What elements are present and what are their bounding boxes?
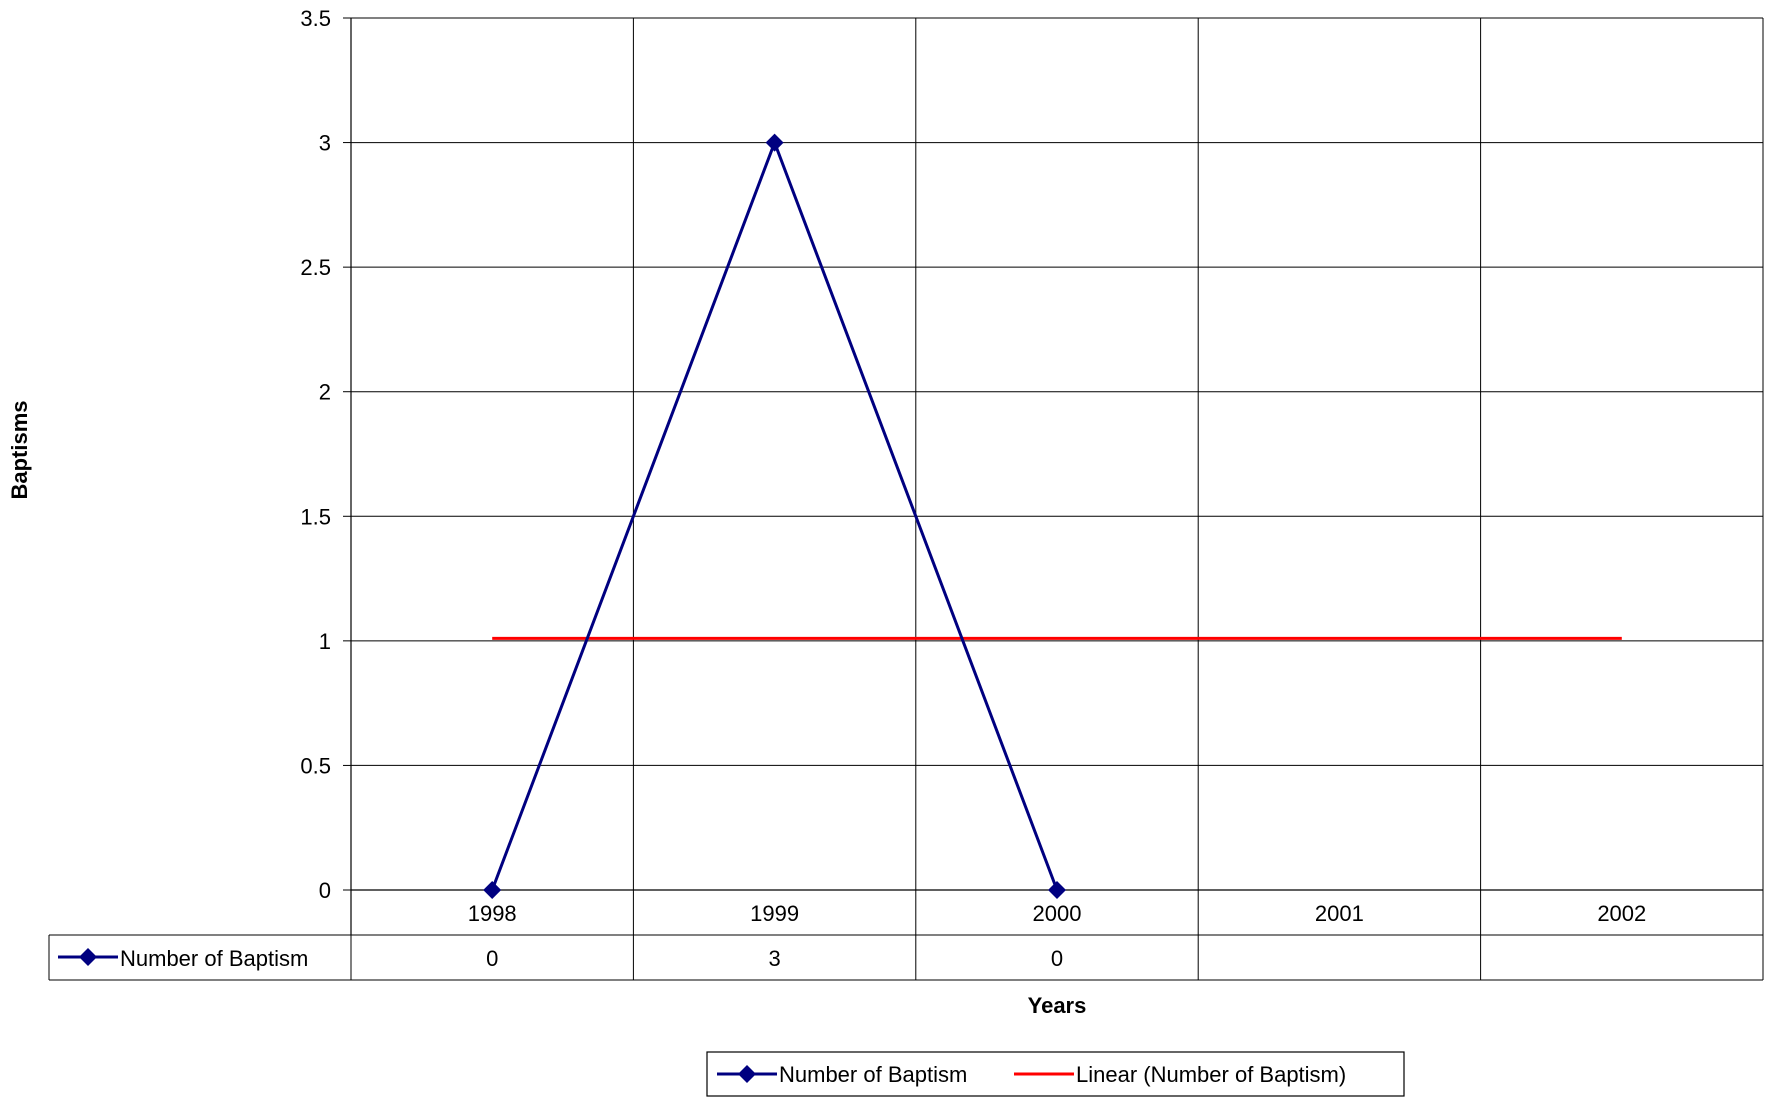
data-point <box>483 881 502 899</box>
table-value-cell: 3 <box>768 946 780 971</box>
y-axis-ticks: 0 0.5 1 1.5 2 2.5 3 3.5 <box>300 6 351 903</box>
x-tick-label: 1999 <box>750 901 799 926</box>
table-row-label: Number of Baptism <box>120 946 308 971</box>
legend-key-marker <box>738 1065 756 1083</box>
y-axis-title: Baptisms <box>7 400 32 499</box>
y-tick-label: 1.5 <box>300 504 331 529</box>
data-point <box>1048 881 1066 899</box>
legend-label: Number of Baptism <box>779 1062 967 1087</box>
data-point <box>765 133 784 152</box>
gridlines <box>351 17 1763 891</box>
y-tick-label: 0 <box>319 878 331 903</box>
y-tick-label: 2.5 <box>300 255 331 280</box>
y-tick-label: 0.5 <box>300 753 331 778</box>
data-table: 1998 1999 2000 2001 2002 0 3 0 Number of Baptism <box>48 889 1764 981</box>
x-tick-label: 2002 <box>1597 901 1646 926</box>
y-tick-label: 2 <box>319 380 331 405</box>
plot-frame <box>350 18 1764 935</box>
series-layer <box>483 133 1622 899</box>
legend-label: Linear (Number of Baptism) <box>1076 1062 1346 1087</box>
x-tick-label: 2001 <box>1315 901 1364 926</box>
table-series-key-marker <box>79 948 97 966</box>
x-tick-label: 2000 <box>1033 901 1082 926</box>
y-tick-label: 3.5 <box>300 6 331 31</box>
table-value-cell: 0 <box>486 946 498 971</box>
y-tick-label: 3 <box>319 131 331 156</box>
x-tick-label: 1998 <box>468 901 517 926</box>
table-value-cell: 0 <box>1051 946 1063 971</box>
y-tick-label: 1 <box>319 629 331 654</box>
x-axis-title: Years <box>1028 993 1087 1018</box>
legend: Number of Baptism Linear (Number of Bapti… <box>706 1051 1405 1097</box>
